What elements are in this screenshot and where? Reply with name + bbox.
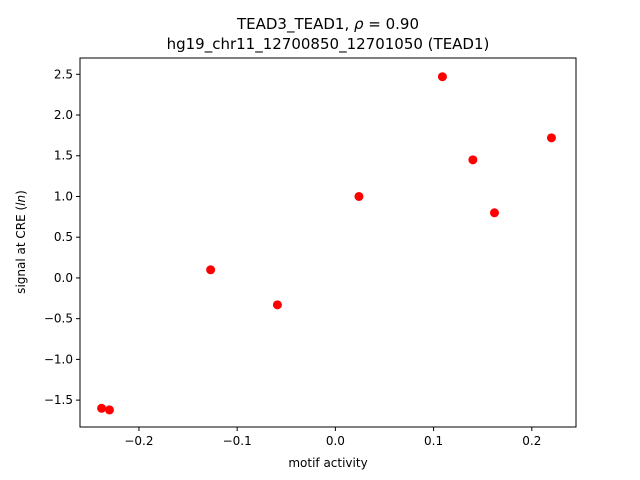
y-tick-label: 1.5 (54, 149, 73, 163)
data-point (354, 191, 364, 201)
x-tick-label: 0.2 (522, 434, 541, 448)
data-point (546, 133, 556, 143)
x-axis-label: motif activity (288, 456, 367, 470)
y-axis-label: signal at CRE (ln) (14, 190, 28, 294)
data-point (437, 72, 447, 82)
y-tick-label: 2.0 (54, 108, 73, 122)
x-tick-label: −0.2 (124, 434, 153, 448)
y-tick-label: 1.0 (54, 189, 73, 203)
data-point (272, 300, 282, 310)
x-tick-label: 0.0 (326, 434, 345, 448)
y-tick-label: 0.5 (54, 230, 73, 244)
x-tick-label: 0.1 (424, 434, 443, 448)
chart-title-line1: TEAD3_TEAD1, ρ = 0.90 (236, 15, 419, 34)
y-tick-label: −0.5 (44, 312, 73, 326)
plot-area (79, 57, 577, 428)
data-point (489, 208, 499, 218)
y-tick-label: 2.5 (54, 67, 73, 81)
data-points (97, 72, 556, 415)
data-point (104, 405, 114, 415)
chart-title-line2: hg19_chr11_12700850_12701050 (TEAD1) (167, 35, 490, 54)
y-tick-label: −1.5 (44, 393, 73, 407)
x-axis: −0.2 −0.1 0.0 0.1 0.2 (124, 427, 541, 448)
data-point (468, 155, 478, 165)
x-tick-label: −0.1 (223, 434, 252, 448)
y-axis: −1.5 −1.0 −0.5 0.0 0.5 1.0 1.5 2.0 2.5 (44, 67, 80, 407)
data-point (97, 403, 107, 413)
y-tick-label: 0.0 (54, 271, 73, 285)
y-tick-label: −1.0 (44, 352, 73, 366)
data-point (206, 265, 216, 275)
